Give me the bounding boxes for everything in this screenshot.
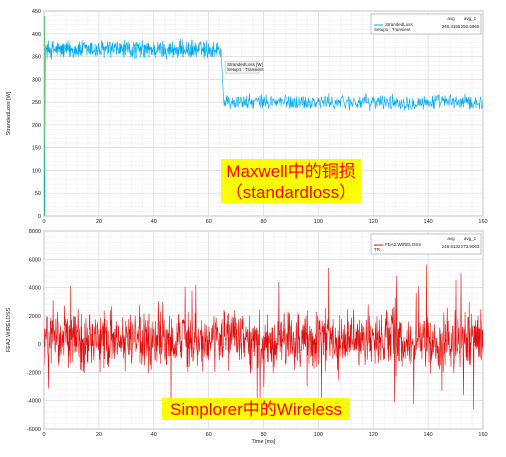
x-tick-label: 60 (206, 219, 212, 225)
y-tick-label: 8000 (29, 229, 41, 235)
legend-col-header: avg_1 (464, 16, 477, 21)
y-tick-label: 450 (32, 9, 41, 15)
legend-series-name2: TR (374, 247, 381, 252)
y-tick-label: 0 (38, 342, 41, 348)
y-axis-title: StrandedLoss [W] (6, 91, 12, 135)
y-tick-label: 250 (32, 100, 41, 106)
legend-series-name: StrandedLoss (385, 22, 414, 27)
annotation-text: （standardloss） (226, 183, 356, 202)
legend-value: 250.5965 (461, 24, 480, 29)
legend-value: 348.4155 (442, 24, 461, 29)
chart-panel-1: 0 20 40 60 80 100 120 140 160 0 50 100 150 200 250 300 3… (6, 9, 488, 225)
inline-label-line: Setup1 : Transient (227, 67, 264, 72)
x-tick-label: 100 (314, 219, 323, 225)
x-tick-label: 160 (478, 219, 487, 225)
chart-panel-2: 0 20 40 60 80 100 120 140 160 -6000 -4000 -2000 0 200… (6, 229, 488, 445)
x-tick-label: 140 (424, 432, 433, 438)
x-tick-label: 120 (369, 432, 378, 438)
y-tick-label: 100 (32, 168, 41, 174)
x-tick-label: 40 (151, 432, 157, 438)
inline-label-box (224, 60, 260, 74)
x-axis-title: Time [ms] (252, 439, 276, 445)
x-tick-label: 100 (314, 432, 323, 438)
legend-col-header: avg_1 (464, 236, 477, 241)
x-tick-label: 160 (478, 432, 487, 438)
y-tick-label: 6000 (29, 257, 41, 263)
annotation-bg (162, 398, 350, 420)
legend-col-header: avg (447, 236, 455, 241)
series-line (44, 264, 483, 410)
series-line (44, 38, 483, 216)
y-tick-label: 350 (32, 55, 41, 61)
y-tick-label: -4000 (27, 399, 41, 405)
legend-box (370, 233, 482, 255)
legend-value: 248.6132 (442, 244, 461, 249)
x-tick-label: 80 (260, 432, 266, 438)
x-tick-label: 40 (151, 219, 157, 225)
annotation-text: Simplorer中的Wireless (170, 400, 342, 419)
y-tick-label: 50 (35, 191, 41, 197)
annotation-bg (221, 159, 361, 181)
y-tick-label: 4000 (29, 286, 41, 292)
x-tick-label: 60 (206, 432, 212, 438)
x-tick-label: 140 (424, 219, 433, 225)
x-tick-label: 20 (96, 219, 102, 225)
annotation-bg (221, 181, 361, 203)
y-tick-label: 200 (32, 123, 41, 129)
y-tick-label: 0 (38, 214, 41, 220)
x-tick-label: 0 (42, 432, 45, 438)
y-tick-label: 300 (32, 77, 41, 83)
y-tick-label: 2000 (29, 314, 41, 320)
y-axis-title: FEA2.WIRELOSS (6, 308, 12, 353)
inline-label-line: StrandedLoss [W] (227, 62, 263, 67)
y-tick-label: 150 (32, 146, 41, 152)
y-tick-label: 400 (32, 32, 41, 38)
x-tick-label: 0 (42, 219, 45, 225)
x-tick-label: 20 (96, 432, 102, 438)
legend-series-name: FEA2.WIRELOSS (385, 242, 421, 247)
legend-col-header: avg (447, 16, 455, 21)
legend-box (370, 13, 482, 35)
legend-value: 273.9063 (461, 244, 480, 249)
y-tick-label: -2000 (27, 370, 41, 376)
legend: avg avg_1 FEA2.WIRELOSS TR 248.6132 273.9063 (370, 233, 482, 255)
legend-series-name2: Setup1 : Transient (374, 27, 411, 32)
y-tick-label: -6000 (27, 427, 41, 433)
x-tick-label: 120 (369, 219, 378, 225)
x-tick-label: 80 (260, 219, 266, 225)
annotation-text: Maxwell中的铜损 (226, 162, 355, 181)
